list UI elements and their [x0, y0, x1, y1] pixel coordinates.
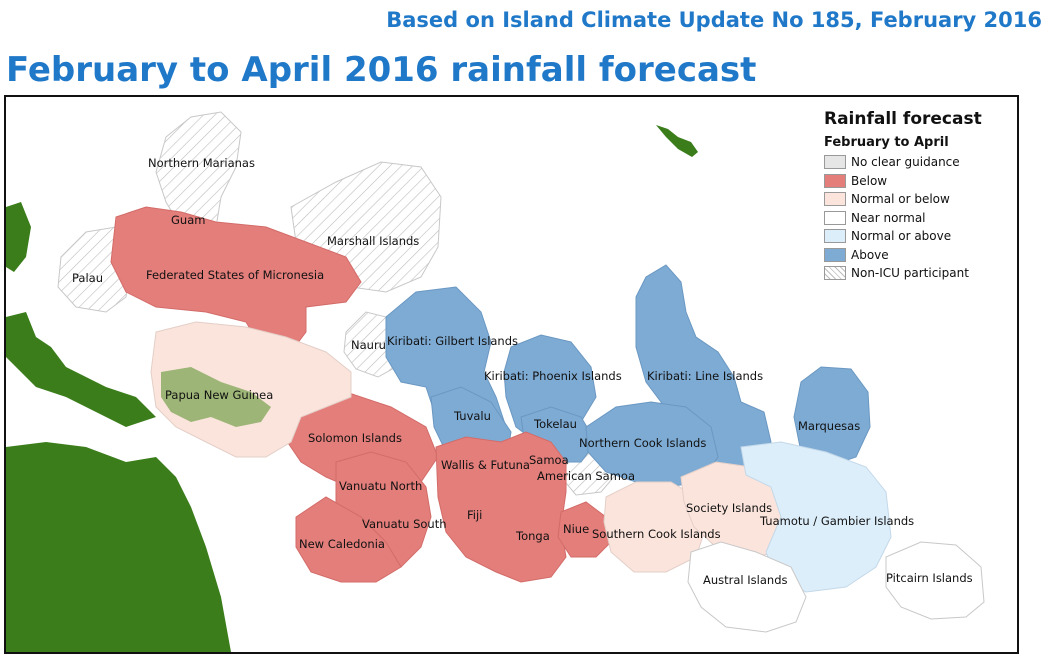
legend-item-above: Above [824, 246, 1004, 265]
label-southern-cook: Southern Cook Islands [592, 527, 721, 541]
region-northern-marianas [155, 111, 242, 233]
label-pitcairn-islands: Pitcairn Islands [886, 571, 973, 585]
legend-swatch [824, 247, 846, 262]
legend-swatch [824, 210, 846, 225]
region-austral-islands [687, 541, 807, 633]
label-solomon-islands: Solomon Islands [308, 431, 402, 445]
legend-swatch [824, 192, 846, 207]
label-tuamotu-gambier: Tuamotu / Gambier Islands [759, 514, 914, 528]
legend-subtitle: February to April [824, 135, 949, 150]
legend-label: Above [851, 247, 889, 262]
borneo-land [6, 202, 31, 272]
legend-item-normal-or-below: Normal or below [824, 190, 1004, 209]
region-pitcairn-islands [885, 541, 985, 620]
legend-label: Normal or below [851, 192, 950, 207]
region-kiribati-line [635, 264, 772, 476]
legend-item-no-clear-guidance: No clear guidance [824, 153, 1004, 172]
region-papua-new-guinea [150, 321, 352, 458]
label-tokelau: Tokelau [533, 417, 577, 431]
label-fsm: Federated States of Micronesia [146, 268, 324, 282]
legend-item-non-icu: Non-ICU participant [824, 264, 1004, 283]
label-guam: Guam [171, 213, 205, 227]
label-palau: Palau [72, 271, 103, 285]
label-northern-cook: Northern Cook Islands [579, 436, 706, 450]
map-frame: Northern Marianas Guam Palau Federated S… [4, 95, 1019, 654]
legend: Rainfall forecast February to April No c… [824, 109, 1004, 283]
label-kiribati-gilbert: Kiribati: Gilbert Islands [387, 334, 518, 348]
label-vanuatu-north: Vanuatu North [339, 479, 422, 493]
legend-swatch [824, 266, 846, 281]
label-nauru: Nauru [351, 338, 386, 352]
label-new-caledonia: New Caledonia [299, 537, 385, 551]
label-marquesas: Marquesas [798, 419, 860, 433]
legend-item-normal-or-above: Normal or above [824, 227, 1004, 246]
label-austral-islands: Austral Islands [703, 573, 788, 587]
legend-label: Normal or above [851, 229, 952, 244]
label-samoa: Samoa [529, 453, 569, 467]
page-title: February to April 2016 rainfall forecast [6, 50, 757, 90]
legend-label: Near normal [851, 210, 926, 225]
label-niue: Niue [563, 522, 589, 536]
region-niue [557, 501, 612, 558]
legend-item-below: Below [824, 172, 1004, 191]
label-wallis-futuna: Wallis & Futuna [441, 458, 530, 472]
png-land [161, 367, 271, 427]
label-fiji: Fiji [467, 508, 482, 522]
region-marquesas [793, 366, 871, 468]
legend-label: Below [851, 173, 888, 188]
label-tuvalu: Tuvalu [453, 409, 491, 423]
legend-label: Non-ICU participant [851, 266, 969, 281]
label-tonga: Tonga [515, 529, 550, 543]
label-marshall-islands: Marshall Islands [327, 234, 419, 248]
legend-item-near-normal: Near normal [824, 209, 1004, 228]
label-kiribati-phoenix: Kiribati: Phoenix Islands [484, 369, 622, 383]
australia-land [6, 442, 231, 652]
legend-label: No clear guidance [851, 155, 960, 170]
indonesia-land [6, 312, 156, 427]
label-northern-marianas: Northern Marianas [148, 156, 255, 170]
hawaii-land [656, 125, 698, 157]
region-new-caledonia [295, 496, 402, 583]
legend-title: Rainfall forecast [824, 109, 982, 129]
map-canvas: Northern Marianas Guam Palau Federated S… [6, 111, 985, 652]
subtitle: Based on Island Climate Update No 185, F… [386, 8, 1042, 32]
label-kiribati-line: Kiribati: Line Islands [647, 369, 763, 383]
legend-swatch [824, 155, 846, 170]
legend-swatch [824, 229, 846, 244]
legend-swatch [824, 173, 846, 188]
label-society-islands: Society Islands [686, 501, 772, 515]
label-vanuatu-south: Vanuatu South [362, 517, 447, 531]
label-papua-new-guinea: Papua New Guinea [165, 388, 273, 402]
region-tuamotu-gambier [740, 441, 892, 593]
label-american-samoa: American Samoa [537, 469, 635, 483]
region-fsm [110, 206, 362, 353]
